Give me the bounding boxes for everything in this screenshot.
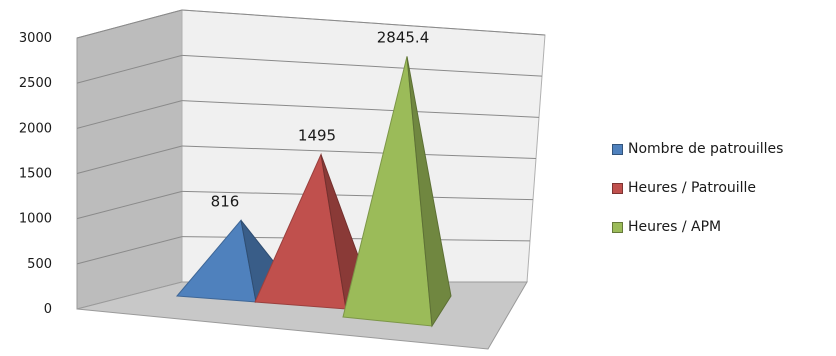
legend-swatch	[612, 143, 623, 155]
legend: Nombre de patrouilles Heures / Patrouill…	[612, 138, 783, 255]
legend-item-heures-apm: Heures / APM	[612, 216, 783, 238]
gridline-side	[76, 100, 183, 129]
gridline-side	[76, 145, 183, 174]
data-label: 816	[211, 192, 240, 210]
y-tick-label: 1500	[19, 167, 52, 182]
gridline-side	[76, 190, 183, 220]
y-axis-ticks: 0 500 1000 1500 2000 2500 3000	[19, 31, 52, 317]
gridline-side	[76, 9, 183, 39]
data-label: 1495	[298, 127, 336, 145]
gridline-back	[181, 190, 534, 201]
y-tick-label: 2000	[19, 121, 52, 136]
y-tick-label: 1000	[19, 212, 52, 227]
gridline-side	[76, 54, 183, 84]
gridline-back	[181, 100, 540, 118]
legend-label: Nombre de patrouilles	[628, 141, 784, 157]
gridline-back	[181, 145, 537, 159]
y-tick-label: 500	[27, 257, 52, 272]
y-tick-label: 0	[44, 302, 52, 317]
pyramid-side-face	[406, 56, 452, 328]
gridlines	[76, 9, 546, 265]
y-tick-label: 2500	[19, 76, 52, 91]
legend-swatch	[612, 221, 623, 233]
pyramids	[175, 56, 452, 328]
gridline-back	[181, 54, 543, 77]
legend-item-nombre-de-patrouilles: Nombre de patrouilles	[612, 138, 783, 160]
legend-item-heures-patrouille: Heures / Patrouille	[612, 177, 783, 199]
y-tick-label: 3000	[19, 31, 52, 46]
data-labels: 816 1495 2845.4	[211, 28, 430, 210]
legend-label: Heures / Patrouille	[628, 180, 757, 196]
legend-swatch	[612, 182, 623, 194]
data-label: 2845.4	[377, 28, 430, 46]
legend-label: Heures / APM	[628, 219, 722, 235]
gridline-back	[181, 9, 546, 36]
gridline-side	[76, 236, 183, 265]
